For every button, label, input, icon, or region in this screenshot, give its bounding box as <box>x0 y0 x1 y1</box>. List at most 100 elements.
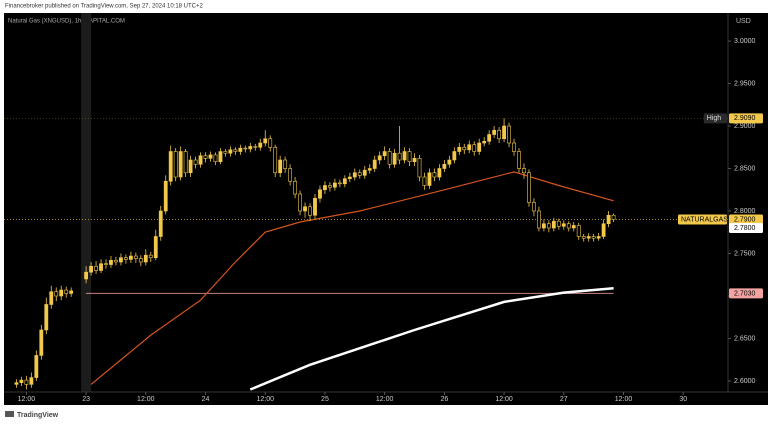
publisher-line: Financebroker published on TradingView.c… <box>5 4 204 10</box>
candle-body <box>203 155 208 159</box>
candle-body <box>561 223 566 227</box>
candle-body <box>69 290 74 294</box>
candle-body <box>303 206 307 212</box>
candle-body <box>417 158 422 178</box>
footer-brand: TradingView <box>17 412 59 419</box>
candle-body <box>24 379 29 385</box>
candle-body <box>512 142 516 152</box>
candle-body <box>308 206 312 216</box>
candle-body <box>19 379 24 383</box>
candle-body <box>128 255 133 260</box>
candle-body <box>268 138 273 148</box>
session-band <box>81 13 92 392</box>
candle-body <box>168 151 173 182</box>
price-tag <box>729 113 763 124</box>
candle-body <box>218 151 223 163</box>
candle-body <box>586 236 591 239</box>
candle-body <box>432 172 437 178</box>
candle-body <box>377 155 382 161</box>
candle-body <box>522 168 526 174</box>
candle-body <box>477 142 482 152</box>
y-tick-label: 2.9500 <box>734 80 756 87</box>
candle-body <box>497 129 502 140</box>
candle-body <box>243 147 248 150</box>
candle-body <box>253 146 258 148</box>
candle-body <box>84 271 89 280</box>
candle-body <box>258 142 263 148</box>
candle-body <box>288 168 293 182</box>
candle-body <box>571 225 576 229</box>
candle-body <box>402 151 407 161</box>
logo-mark <box>5 411 14 417</box>
candle-body <box>407 151 412 163</box>
candle-body <box>54 291 59 297</box>
candle-body <box>278 159 283 174</box>
candle-body <box>34 355 39 378</box>
x-tick-label: 27 <box>560 396 568 403</box>
candle-body <box>591 236 596 239</box>
candle-body <box>596 236 601 239</box>
price-tag <box>729 222 763 233</box>
candle-body <box>507 125 511 144</box>
candle-body <box>318 189 322 199</box>
candle-body <box>546 223 551 229</box>
candle-body <box>59 289 64 297</box>
candle-body <box>99 263 103 271</box>
candle-body <box>457 146 462 152</box>
x-tick-label: 12:00 <box>376 396 394 403</box>
candle-body <box>541 223 546 229</box>
candle-body <box>447 159 452 165</box>
candle-body <box>39 329 44 356</box>
candle-body <box>576 225 581 237</box>
candle-body <box>143 254 148 263</box>
candle-body <box>556 220 561 227</box>
candle-body <box>133 255 138 259</box>
candle-body <box>228 149 233 154</box>
x-tick-label: 24 <box>202 396 210 403</box>
candle-body <box>482 141 487 144</box>
candle-body <box>109 259 113 265</box>
candle-body <box>313 197 317 216</box>
candle-body <box>412 158 417 163</box>
x-tick-label: 30 <box>679 396 687 403</box>
candle-body <box>94 265 98 271</box>
candle-body <box>452 151 457 161</box>
candle-body <box>323 185 327 191</box>
candle-body <box>223 151 228 154</box>
y-tick-label: 2.9000 <box>734 123 756 130</box>
price-tag-name: NATURALGAS <box>681 216 728 223</box>
y-tick-label: 2.7500 <box>734 250 756 257</box>
candle-body <box>263 138 268 144</box>
candle-body <box>208 154 213 159</box>
candle-body <box>427 172 432 186</box>
y-tick-label: 2.8500 <box>734 165 756 172</box>
candle-body <box>357 172 362 176</box>
y-tick-label: 3.0000 <box>734 38 756 45</box>
y-tick-label: 2.6500 <box>734 335 756 342</box>
x-tick-label: 12:00 <box>495 396 513 403</box>
candle-body <box>472 144 477 152</box>
x-tick-label: 12:00 <box>18 396 36 403</box>
price-tag <box>729 288 763 299</box>
candle-body <box>382 151 387 157</box>
candle-body <box>233 149 238 152</box>
candle-body <box>342 178 347 185</box>
candle-body <box>124 257 128 260</box>
candle-body <box>492 129 497 135</box>
x-tick-label: 12:00 <box>615 396 633 403</box>
candle-body <box>606 214 611 225</box>
candle-body <box>462 146 467 151</box>
y-tick-label: 2.6000 <box>734 378 756 385</box>
candle-body <box>372 159 377 169</box>
chart-title: Natural Gas (XNGUSD), 1h, CAPITAL.COM <box>8 19 125 25</box>
candle-body <box>611 214 616 220</box>
candle-body <box>158 210 163 237</box>
currency: USD <box>736 18 751 25</box>
candle-body <box>89 265 93 273</box>
candle-body <box>551 220 556 229</box>
candle-body <box>138 258 143 263</box>
candle-body <box>367 168 372 171</box>
candle-body <box>517 151 521 169</box>
price-tag-name: High <box>707 115 722 122</box>
